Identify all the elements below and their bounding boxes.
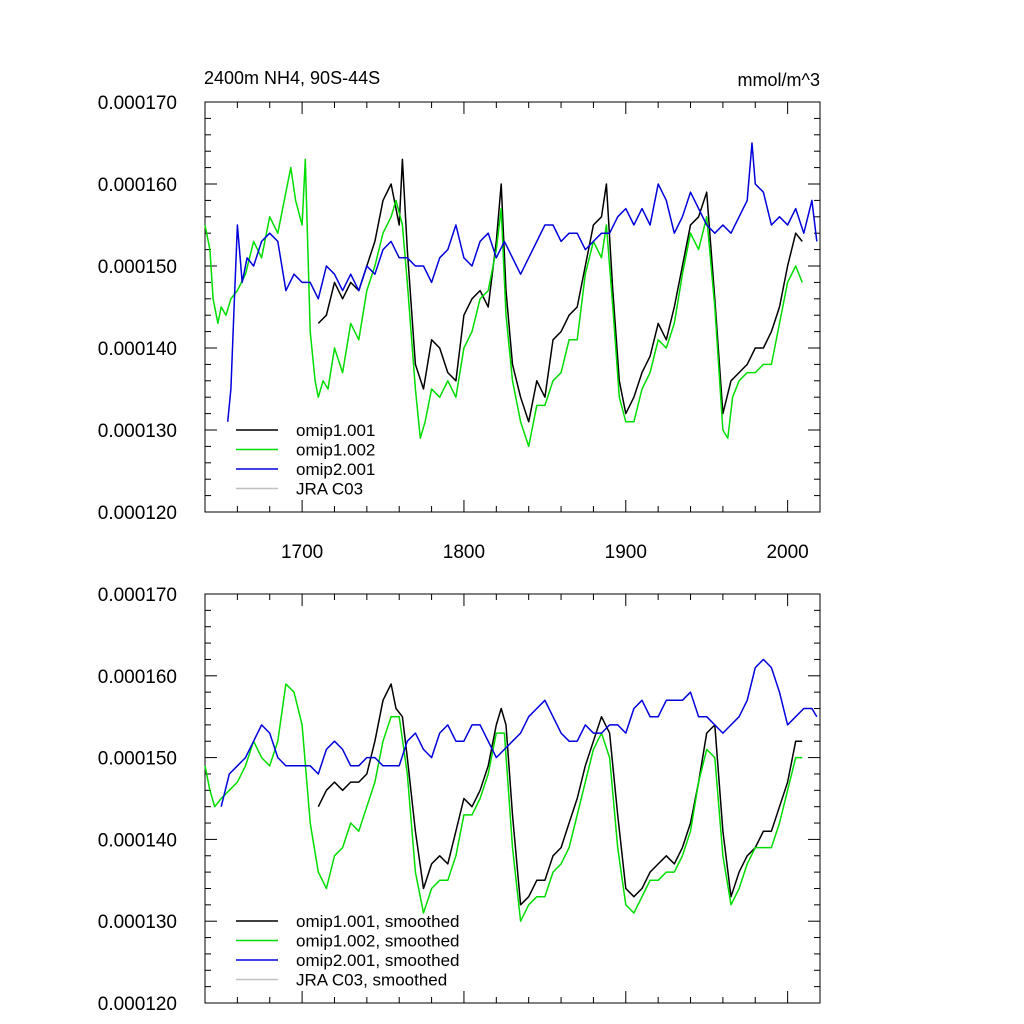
- bottom-legend-label-3: JRA C03, smoothed: [296, 971, 447, 990]
- top-y-tick-label: 0.000150: [98, 257, 177, 278]
- top-legend-label-2: omip2.001: [296, 460, 375, 479]
- top-plot-frame: [204, 101, 821, 513]
- bottom-legend-label-1: omip1.002, smoothed: [296, 932, 460, 951]
- top-x-tick-label: 1800: [443, 542, 485, 563]
- top-y-tick-label: 0.000140: [98, 339, 177, 360]
- bottom-panel: 0.000120 0.000130 0.000140 0.000150 0.000160…: [98, 585, 821, 1015]
- bottom-series-line-2: [220, 658, 818, 807]
- top-y-tick-label: 0.000160: [98, 175, 177, 196]
- top-y-tick-label: 0.000130: [98, 421, 177, 442]
- bottom-legend-label-2: omip2.001, smoothed: [296, 951, 460, 970]
- bottom-series-line-1: [204, 683, 803, 922]
- top-series-line-0: [317, 158, 803, 423]
- bottom-plot-frame: [204, 593, 821, 1004]
- top-panel: 2400m NH4, 90S-44S mmol/m^3 0.000120 0.00…: [98, 68, 821, 563]
- units-label: mmol/m^3: [738, 70, 820, 90]
- bottom-y-tick-label: 0.000120: [98, 994, 177, 1015]
- top-legend-label-3: JRA C03: [296, 480, 363, 499]
- top-y-tick-label: 0.000120: [98, 503, 177, 524]
- top-legend-label-1: omip1.002: [296, 441, 375, 460]
- bottom-y-tick-label: 0.000150: [98, 749, 177, 770]
- bottom-y-tick-label: 0.000140: [98, 830, 177, 851]
- top-legend-label-0: omip1.001: [296, 421, 375, 440]
- bottom-y-tick-label: 0.000160: [98, 667, 177, 688]
- top-series-line-2: [226, 142, 818, 422]
- top-x-tick-label: 2000: [766, 542, 808, 563]
- top-y-tick-label: 0.000170: [98, 93, 177, 114]
- top-series-line-1: [204, 158, 803, 448]
- bottom-y-tick-label: 0.000130: [98, 912, 177, 933]
- chart-title: 2400m NH4, 90S-44S: [204, 68, 380, 88]
- bottom-legend-label-0: omip1.001, smoothed: [296, 912, 460, 931]
- bottom-y-tick-label: 0.000170: [98, 585, 177, 606]
- top-x-tick-label: 1700: [281, 542, 323, 563]
- top-x-tick-label: 1900: [605, 542, 647, 563]
- bottom-series-line-0: [317, 683, 803, 906]
